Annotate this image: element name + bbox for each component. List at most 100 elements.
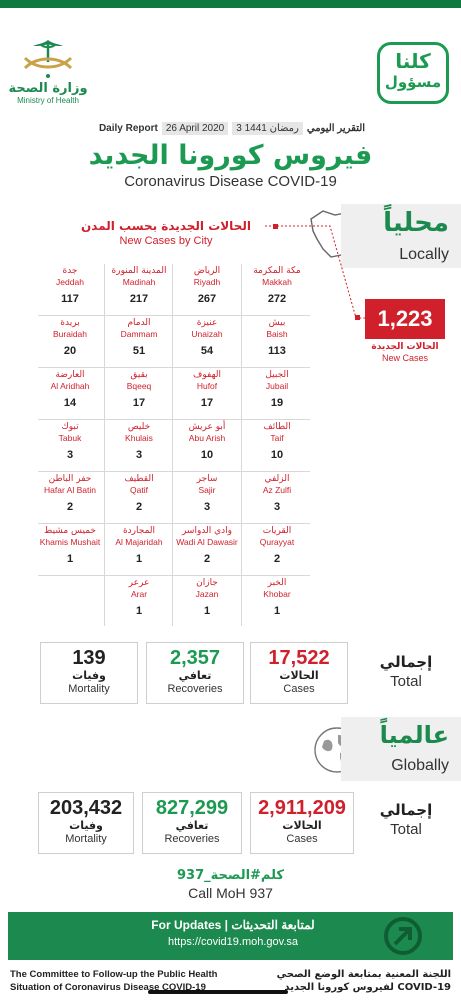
city-name-ar: مكة المكرمة bbox=[253, 266, 301, 276]
city-cell: وادي الدواسر Wadi Al Dawasir 2 bbox=[175, 526, 239, 576]
city-value: 19 bbox=[270, 397, 284, 409]
city-cell: أبو عريش Abu Arish 10 bbox=[175, 422, 239, 472]
city-name-ar: حفر الباطن bbox=[48, 474, 92, 484]
global-recoveries-box: 827,299 تعافي Recoveries bbox=[142, 792, 242, 854]
city-name-ar: جدة bbox=[62, 266, 78, 276]
city-cell: الهفوف Hufof 17 bbox=[175, 370, 239, 420]
global-cases-value: 2,911,209 bbox=[258, 797, 346, 819]
local-mortality-en: Mortality bbox=[68, 683, 110, 695]
footer-committee-en: The Committee to Follow-up the Public He… bbox=[10, 968, 217, 994]
city-name-ar: العارضة bbox=[55, 370, 85, 380]
city-value: 1 bbox=[135, 605, 143, 617]
dotted-connector bbox=[265, 225, 365, 320]
local-mortality-ar: وفيات bbox=[72, 669, 106, 682]
city-value: 217 bbox=[129, 293, 149, 305]
city-value: 117 bbox=[61, 293, 79, 305]
city-cell: بريدة Buraidah 20 bbox=[38, 318, 102, 368]
city-cell: ساجر Sajir 3 bbox=[175, 474, 239, 524]
global-total-ar: إجمالي bbox=[379, 801, 433, 819]
city-name-en: Baish bbox=[266, 329, 288, 339]
report-label-ar: التقرير اليومي bbox=[306, 122, 366, 134]
updates-link[interactable]: https://covid19.moh.gov.sa bbox=[167, 936, 299, 948]
footer-committee-ar: اللجنة المعنية بمتابعة الوضع الصحي لفيرو… bbox=[277, 968, 451, 994]
city-name-ar: الرياض bbox=[193, 266, 221, 276]
local-cases-value: 17,522 bbox=[268, 647, 330, 669]
city-value: 3 bbox=[135, 449, 143, 461]
city-name-ar: القطيف bbox=[124, 474, 154, 484]
city-cell: جازان Jazan 1 bbox=[175, 578, 239, 628]
city-value: 1 bbox=[135, 553, 143, 565]
city-cell: تبوك Tabuk 3 bbox=[38, 422, 102, 472]
city-value: 3 bbox=[273, 501, 281, 513]
moh-name-ar: وزارة الصحة bbox=[8, 81, 88, 96]
city-cell: الرياض Riyadh 267 bbox=[175, 266, 239, 316]
grid-divider bbox=[38, 419, 310, 420]
grid-divider bbox=[241, 264, 242, 626]
city-cell: القطيف Qatif 2 bbox=[107, 474, 171, 524]
city-value: 2 bbox=[135, 501, 143, 513]
footer-ar-line2: لفيروس كورونا الجديد COVID-19 bbox=[284, 982, 451, 993]
city-value: 2 bbox=[66, 501, 74, 513]
updates-banner[interactable]: For Updates | لمتابعة التحديثات https://… bbox=[8, 912, 453, 960]
report-header: Daily Report 26 April 2020 3 رمضان 1441 … bbox=[82, 120, 382, 136]
city-name-en: Abu Arish bbox=[188, 433, 226, 443]
city-cell: حفر الباطن Hafar Al Batin 2 bbox=[38, 474, 102, 524]
city-name-ar: الهفوف bbox=[193, 370, 221, 380]
city-cell: خليص Khulais 3 bbox=[107, 422, 171, 472]
city-name-ar: بيش bbox=[268, 318, 286, 328]
city-cell: عرعر Arar 1 bbox=[107, 578, 171, 628]
city-name-ar: الخبر bbox=[267, 578, 287, 588]
grid-divider bbox=[38, 471, 310, 472]
city-name-en: Bqeeq bbox=[126, 381, 152, 391]
global-mortality-box: 203,432 وفيات Mortality bbox=[38, 792, 134, 854]
city-cell: الدمام Dammam 51 bbox=[107, 318, 171, 368]
city-name-en: Az Zulfi bbox=[262, 485, 292, 495]
grid-divider bbox=[104, 264, 105, 626]
city-value: 113 bbox=[268, 345, 286, 357]
city-name-ar: الدمام bbox=[127, 318, 151, 328]
city-name-en: Riyadh bbox=[193, 277, 221, 287]
city-name-en: Sajir bbox=[198, 485, 216, 495]
local-cases-ar: الحالات bbox=[279, 669, 319, 682]
city-value: 14 bbox=[63, 397, 77, 409]
new-cases-by-city-en: New Cases by City bbox=[119, 235, 213, 247]
call-moh-ar: كلم#الصحة_937 bbox=[177, 868, 284, 883]
local-total-en: Total bbox=[390, 673, 422, 690]
city-cell: الجبيل Jubail 19 bbox=[245, 370, 309, 420]
arrow-link-icon bbox=[384, 917, 422, 955]
home-indicator[interactable] bbox=[148, 990, 288, 994]
moh-logo: وزارة الصحة Ministry of Health bbox=[8, 36, 88, 108]
city-name-ar: وادي الدواسر bbox=[181, 526, 233, 536]
locally-tag-ar: محلياً bbox=[383, 208, 449, 238]
new-cases-by-city-heading: الحالات الجديدة بحسب المدن New Cases by … bbox=[60, 218, 278, 248]
city-value: 10 bbox=[200, 449, 214, 461]
city-name-ar: عنيزة bbox=[196, 318, 218, 328]
title-en: Coronavirus Disease COVID-19 bbox=[124, 173, 337, 190]
city-name-ar: عرعر bbox=[128, 578, 150, 588]
city-name-en: Jubail bbox=[265, 381, 289, 391]
kolona-line1: كلنا bbox=[395, 49, 431, 73]
local-recoveries-ar: تعافي bbox=[178, 669, 212, 682]
report-date-hijri: 3 رمضان 1441 bbox=[232, 121, 303, 135]
report-date: 26 April 2020 bbox=[161, 121, 229, 135]
new-cases-label-en: New Cases bbox=[381, 353, 428, 363]
local-mortality-box: 139 وفيات Mortality bbox=[40, 642, 138, 704]
global-recoveries-en: Recoveries bbox=[164, 833, 220, 845]
city-cell: الطائف Taif 10 bbox=[245, 422, 309, 472]
city-name-ar: الزلفي bbox=[264, 474, 290, 484]
new-cases-value: 1,223 bbox=[365, 299, 445, 339]
grid-divider bbox=[38, 523, 310, 524]
city-name-en: Taif bbox=[270, 433, 284, 443]
city-name-en: Al Majaridah bbox=[115, 537, 163, 547]
city-value: 17 bbox=[132, 397, 146, 409]
globally-tag: عالمياً Globally bbox=[341, 717, 461, 781]
global-total-en: Total bbox=[390, 821, 422, 838]
updates-label: For Updates | لمتابعة التحديثات bbox=[151, 918, 315, 932]
footer-en-line1: The Committee to Follow-up the Public He… bbox=[10, 969, 218, 980]
kolona-line2: مسؤول bbox=[384, 73, 442, 91]
local-cases-box: 17,522 الحالات Cases bbox=[250, 642, 348, 704]
city-value: 51 bbox=[132, 345, 146, 357]
city-cell: بقيق Bqeeq 17 bbox=[107, 370, 171, 420]
global-recoveries-value: 827,299 bbox=[155, 797, 229, 819]
new-cases-label-ar: الحالات الجديدة bbox=[371, 342, 439, 352]
